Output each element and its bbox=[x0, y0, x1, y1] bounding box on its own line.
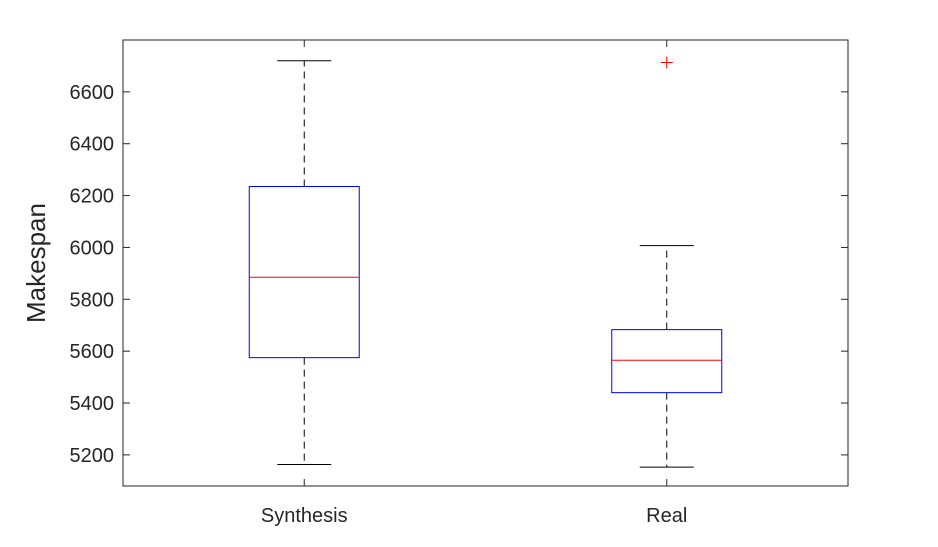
x-tick-label: Real bbox=[646, 505, 687, 527]
y-axis-ticks: 5200 5400 5600 5800 6000 6200 6400 6600 bbox=[70, 82, 848, 467]
box-synthesis bbox=[248, 60, 360, 465]
y-axis-title: Makespan bbox=[21, 203, 51, 323]
box-iqr bbox=[611, 329, 723, 394]
y-tick-label: 5400 bbox=[70, 393, 115, 415]
y-tick-label: 5800 bbox=[70, 289, 115, 311]
outlier-marker bbox=[660, 56, 673, 69]
x-axis-ticks: Synthesis Real bbox=[261, 40, 687, 527]
box-series bbox=[248, 56, 723, 468]
plot-area bbox=[122, 39, 849, 487]
box-real bbox=[611, 56, 723, 468]
box-iqr bbox=[248, 186, 360, 359]
y-tick-label: 6200 bbox=[70, 186, 115, 208]
y-tick-label: 6600 bbox=[70, 82, 115, 104]
y-tick-label: 6400 bbox=[70, 134, 115, 156]
y-tick-label: 5200 bbox=[70, 445, 115, 467]
y-tick-label: 5600 bbox=[70, 341, 115, 363]
x-tick-label: Synthesis bbox=[261, 505, 348, 527]
y-tick-label: 6000 bbox=[70, 237, 115, 259]
